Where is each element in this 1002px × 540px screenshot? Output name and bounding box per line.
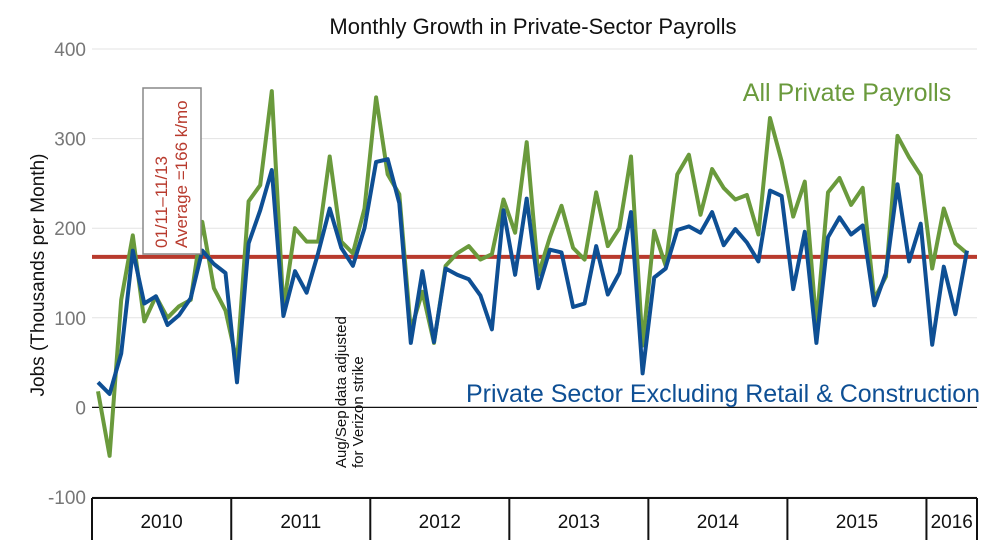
average-annotation-box <box>142 87 202 255</box>
y-tick-100: 100 <box>54 309 86 330</box>
x-tick-2013: 2013 <box>558 512 600 533</box>
chart-title: Monthly Growth in Private-Sector Payroll… <box>329 14 736 39</box>
strike-note-line-2: for Verizon strike <box>350 356 367 468</box>
x-axis-year-labels: 2010 2011 2012 2013 2014 2015 2016 <box>140 512 972 533</box>
average-annotation: 01/11–11/13 Average =166 k/mo <box>142 87 202 255</box>
all-private-payrolls-line <box>96 89 969 458</box>
y-tick-0: 0 <box>75 398 86 419</box>
private-ex-retail-construction-line <box>96 157 969 396</box>
verizon-strike-note: Aug/Sep data adjusted for Verizon strike <box>333 316 367 468</box>
y-tick--100: -100 <box>48 488 86 509</box>
average-value-text: Average =166 k/mo <box>172 100 191 248</box>
legend-all-private-payrolls: All Private Payrolls <box>743 79 951 107</box>
y-tick-300: 300 <box>54 130 86 151</box>
y-tick-400: 400 <box>54 40 86 61</box>
strike-note-line-1: Aug/Sep data adjusted <box>333 316 350 468</box>
y-axis-ticks: -100 0 100 200 300 400 <box>48 40 86 509</box>
x-tick-2014: 2014 <box>697 512 740 533</box>
y-axis-label: Jobs (Thousands per Month) <box>28 154 49 397</box>
x-tick-2015: 2015 <box>836 512 878 533</box>
average-range-text: 01/11–11/13 <box>152 156 171 248</box>
x-axis <box>91 497 978 540</box>
x-tick-2010: 2010 <box>140 512 182 533</box>
x-tick-2011: 2011 <box>280 512 321 533</box>
x-tick-2016: 2016 <box>931 512 973 533</box>
x-tick-2012: 2012 <box>419 512 461 533</box>
legend-private-ex-retail-construction: Private Sector Excluding Retail & Constr… <box>466 380 980 408</box>
y-tick-200: 200 <box>54 219 86 240</box>
